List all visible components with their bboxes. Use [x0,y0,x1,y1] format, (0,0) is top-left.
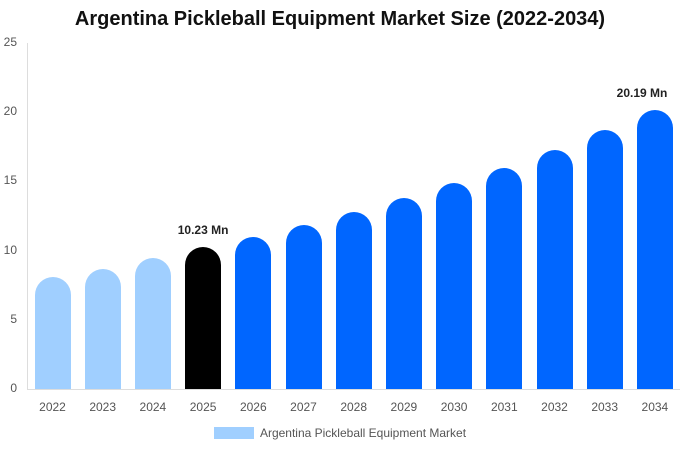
bar-2033 [586,130,623,389]
x-tick-label: 2028 [340,400,368,414]
x-tick-label: 2026 [239,400,267,414]
bar-2027 [285,224,322,389]
bar-2022 [34,276,71,389]
bar-2024 [134,257,171,389]
legend-swatch [213,427,254,439]
bar-2023 [84,268,121,389]
bar-2029 [385,198,422,389]
y-axis-line [27,43,28,389]
x-tick-label: 2034 [641,400,669,414]
x-tick-label: 2025 [189,400,217,414]
bar-2028 [335,211,372,389]
legend-label: Argentina Pickleball Equipment Market [259,426,467,440]
value-label-2034: 20.19 Mn [616,85,668,100]
value-label-2025: 10.23 Mn [177,223,229,238]
x-tick-label: 2029 [390,400,418,414]
y-tick-label: 0 [10,381,17,395]
x-tick-label: 2023 [89,400,117,414]
bar-2030 [436,182,473,389]
x-tick-label: 2024 [139,400,167,414]
y-tick-label: 5 [10,311,17,326]
x-tick-label: 2022 [39,400,66,414]
bar-2032 [536,149,573,389]
y-tick-label: 25 [3,35,17,49]
chart-title: Argentina Pickleball Equipment Market Si… [74,8,606,30]
bar-2034 [636,109,673,389]
y-tick-label: 10 [3,242,17,257]
y-tick-label: 20 [3,104,17,119]
x-tick-label: 2031 [490,400,518,414]
x-axis-line [27,389,680,390]
x-tick-label: 2032 [541,400,568,414]
bar-2026 [235,236,272,389]
y-tick-label: 15 [3,173,17,188]
bar-2031 [486,167,523,389]
x-tick-label: 2030 [440,400,468,414]
bar-2025 [185,247,222,389]
x-tick-label: 2027 [290,400,317,414]
legend: Argentina Pickleball Equipment Market [0,426,680,440]
x-tick-label: 2033 [591,400,619,414]
